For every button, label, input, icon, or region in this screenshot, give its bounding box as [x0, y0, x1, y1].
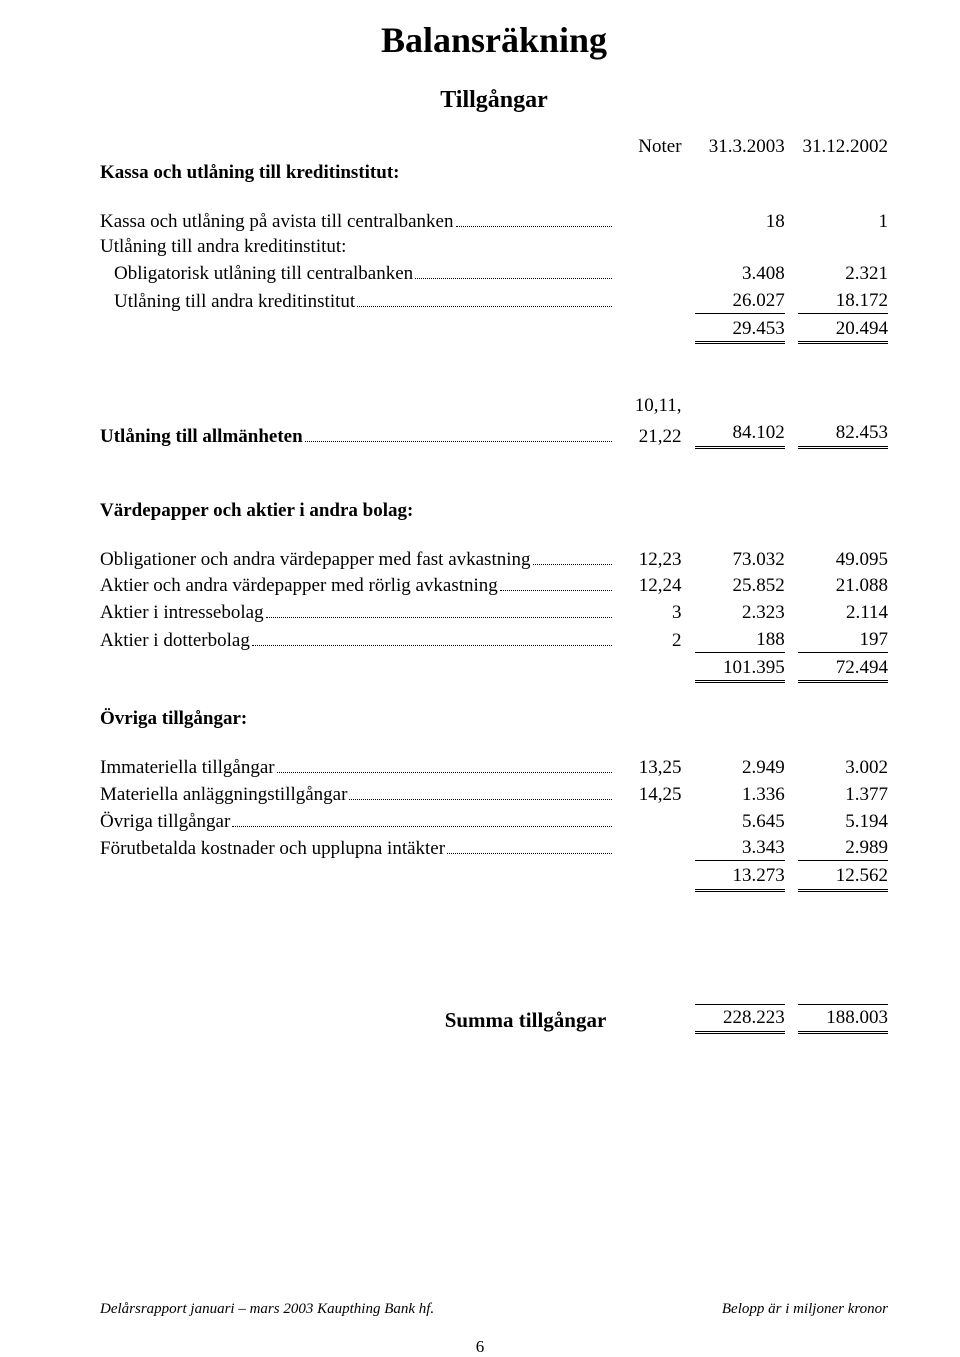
- row-value-2: 2.321: [798, 261, 888, 286]
- table-row: 10,11,: [100, 393, 888, 419]
- subtotal-2: 20.494: [798, 316, 888, 345]
- table-row: Utlåning till andra kreditinstitut 26.02…: [100, 287, 888, 315]
- row-label: Övriga tillgångar: [100, 810, 230, 834]
- row-value-2: 18.172: [798, 288, 888, 314]
- row-label: Kassa och utlåning på avista till centra…: [100, 210, 454, 234]
- row-value-1: 2.323: [695, 600, 785, 625]
- row-note-top: 10,11,: [614, 393, 681, 419]
- row-value-1: 73.032: [695, 547, 785, 572]
- footer-right: Belopp är i miljoner kronor: [722, 1300, 888, 1319]
- table-row: Obligationer och andra värdepapper med f…: [100, 546, 888, 573]
- header-col1: 31.3.2003: [695, 134, 785, 159]
- row-value-2: 49.095: [798, 547, 888, 572]
- page-subtitle: Tillgångar: [100, 85, 888, 115]
- row-value-2: 5.194: [798, 809, 888, 834]
- section-heading-row: Övriga tillgångar:: [100, 706, 888, 732]
- header-row: Noter 31.3.2003 31.12.2002: [100, 133, 888, 160]
- row-label: Aktier i intressebolag: [100, 601, 264, 625]
- table-row: Förutbetalda kostnader och upplupna intä…: [100, 834, 888, 862]
- row-value-1: 5.645: [695, 809, 785, 834]
- row-label: Obligatorisk utlåning till centralbanken: [114, 262, 413, 286]
- page-number: 6: [0, 1336, 960, 1357]
- row-value-1: 188: [695, 627, 785, 653]
- section4-heading: Övriga tillgångar:: [100, 706, 888, 732]
- subtotal-2: 72.494: [798, 655, 888, 684]
- row-label: Aktier och andra värdepapper med rörlig …: [100, 574, 498, 598]
- total-value-1: 228.223: [695, 1004, 785, 1034]
- row-value-2: 3.002: [798, 755, 888, 780]
- subtotal-row: 101.395 72.494: [100, 654, 888, 685]
- section1-heading: Kassa och utlåning till kreditinstitut:: [100, 160, 888, 186]
- section3-heading: Värdepapper och aktier i andra bolag:: [100, 498, 888, 524]
- table-row: Utlåning till andra kreditinstitut:: [100, 234, 888, 260]
- row-label: Utlåning till allmänheten: [100, 425, 303, 449]
- row-label: Obligationer och andra värdepapper med f…: [100, 548, 531, 572]
- subtotal-2: 12.562: [798, 863, 888, 892]
- subtotal-1: 13.273: [695, 863, 785, 892]
- row-label: Utlåning till andra kreditinstitut:: [100, 234, 888, 260]
- subtotal-row: 13.273 12.562: [100, 862, 888, 893]
- row-value-2: 1.377: [798, 782, 888, 807]
- table-row: Kassa och utlåning på avista till centra…: [100, 208, 888, 235]
- row-label: Aktier i dotterbolag: [100, 629, 250, 653]
- row-note: [614, 260, 681, 287]
- row-note: [614, 808, 681, 835]
- balance-table: Noter 31.3.2003 31.12.2002 Kassa och utl…: [100, 133, 888, 1035]
- section-heading-row: Kassa och utlåning till kreditinstitut:: [100, 160, 888, 186]
- table-row: Utlåning till allmänheten 21,22 84.102 8…: [100, 419, 888, 450]
- table-row: Materiella anläggningstillgångar 14,25 1…: [100, 781, 888, 808]
- row-value-2: 82.453: [798, 420, 888, 449]
- footer-left: Delårsrapport januari – mars 2003 Kaupth…: [100, 1300, 722, 1319]
- row-label: Förutbetalda kostnader och upplupna intä…: [100, 837, 445, 861]
- row-note: [614, 287, 681, 315]
- page-footer: Delårsrapport januari – mars 2003 Kaupth…: [100, 1300, 888, 1319]
- subtotal-1: 29.453: [695, 316, 785, 345]
- page-title: Balansräkning: [100, 18, 888, 63]
- row-note: 13,25: [614, 754, 681, 781]
- table-row: Aktier i intressebolag 3 2.323 2.114: [100, 599, 888, 626]
- row-label: Utlåning till andra kreditinstitut: [114, 290, 355, 314]
- row-note: [614, 834, 681, 862]
- row-value-1: 26.027: [695, 288, 785, 314]
- table-row: Övriga tillgångar 5.645 5.194: [100, 808, 888, 835]
- row-note: 12,24: [614, 572, 681, 599]
- row-value-1: 25.852: [695, 573, 785, 598]
- row-note: [614, 208, 681, 235]
- row-note: 14,25: [614, 781, 681, 808]
- row-note: 12,23: [614, 546, 681, 573]
- section-heading-row: Värdepapper och aktier i andra bolag:: [100, 498, 888, 524]
- row-value-2: 1: [798, 209, 888, 234]
- row-value-1: 3.408: [695, 261, 785, 286]
- header-noter: Noter: [638, 136, 681, 157]
- subtotal-row: 29.453 20.494: [100, 315, 888, 346]
- total-label: Summa tillgångar: [445, 1008, 607, 1032]
- header-col2: 31.12.2002: [798, 134, 888, 159]
- table-row: Obligatorisk utlåning till centralbanken…: [100, 260, 888, 287]
- row-value-1: 84.102: [695, 420, 785, 449]
- row-value-1: 1.336: [695, 782, 785, 807]
- total-row: Summa tillgångar 228.223 188.003: [100, 1003, 888, 1035]
- subtotal-1: 101.395: [695, 655, 785, 684]
- row-note: 3: [614, 599, 681, 626]
- table-row: Aktier i dotterbolag 2 188 197: [100, 626, 888, 654]
- row-value-2: 2.114: [798, 600, 888, 625]
- row-value-1: 3.343: [695, 835, 785, 861]
- row-value-1: 2.949: [695, 755, 785, 780]
- total-value-2: 188.003: [798, 1004, 888, 1034]
- row-value-2: 2.989: [798, 835, 888, 861]
- row-note: 2: [614, 626, 681, 654]
- row-label: Materiella anläggningstillgångar: [100, 783, 347, 807]
- row-label: Immateriella tillgångar: [100, 756, 275, 780]
- row-value-2: 197: [798, 627, 888, 653]
- row-note: 21,22: [614, 419, 681, 450]
- table-row: Immateriella tillgångar 13,25 2.949 3.00…: [100, 754, 888, 781]
- table-row: Aktier och andra värdepapper med rörlig …: [100, 572, 888, 599]
- row-value-2: 21.088: [798, 573, 888, 598]
- row-value-1: 18: [695, 209, 785, 234]
